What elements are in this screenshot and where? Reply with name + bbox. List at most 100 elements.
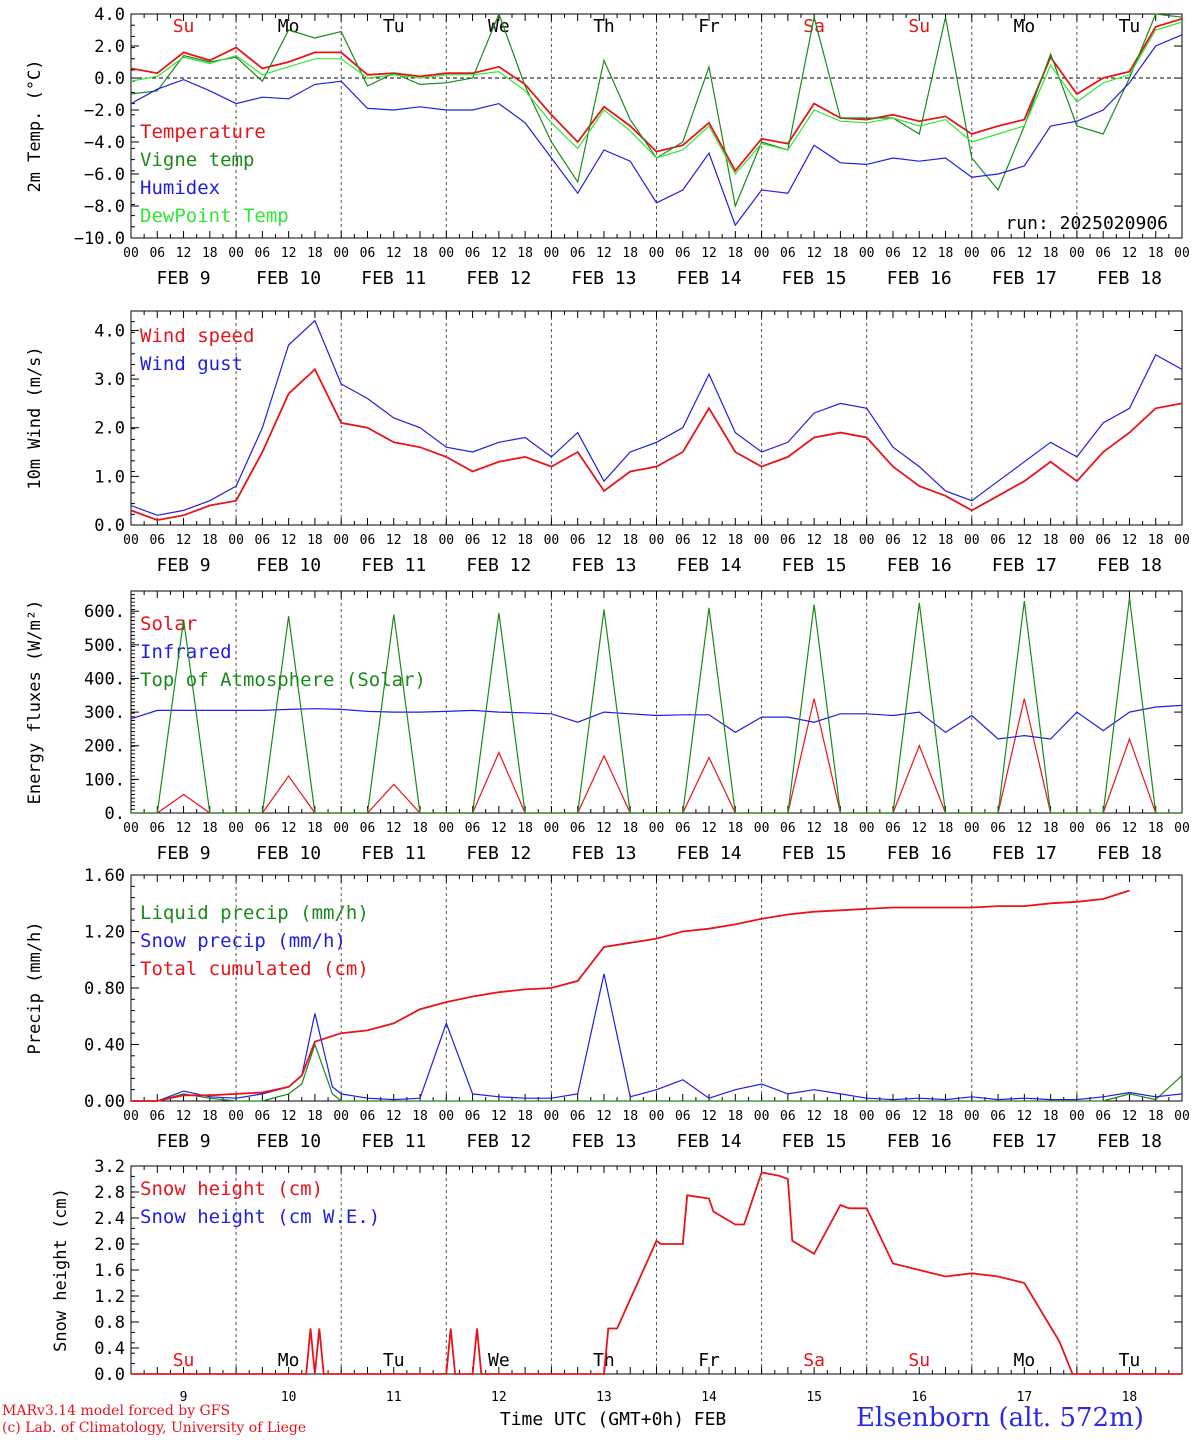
y-tick-label: −4.0 <box>84 133 125 153</box>
legend-entry: Top of Atmosphere (Solar) <box>140 669 426 691</box>
x-hour-label: 18 <box>938 246 954 261</box>
x-hour-label: 18 <box>412 821 428 836</box>
x-hour-label: 00 <box>333 821 349 836</box>
x-date-label: FEB 15 <box>782 843 847 864</box>
x-date-label: FEB 12 <box>466 268 531 289</box>
x-hour-label: 06 <box>885 246 901 261</box>
legend-entry: Snow precip (mm/h) <box>140 930 346 952</box>
x-hour-label: 06 <box>255 821 271 836</box>
series-line-liquid-precip-mm-h- <box>131 1042 1183 1102</box>
x-hour-label: 00 <box>1174 821 1190 836</box>
day-of-week-label: Mo <box>1014 16 1036 37</box>
x-hour-label: 12 <box>1017 1109 1033 1124</box>
x-hour-label: 06 <box>255 1109 271 1124</box>
legend-entry: Solar <box>140 613 197 635</box>
x-hour-label: 18 <box>517 533 533 548</box>
x-hour-label: 00 <box>964 533 980 548</box>
legend-entry: Humidex <box>140 177 220 199</box>
x-hour-label: 18 <box>1043 1109 1059 1124</box>
x-day-number: 12 <box>491 1390 507 1405</box>
series-line-infrared <box>130 704 1183 740</box>
series-line-humidex <box>130 34 1183 227</box>
y-tick-label: 2.0 <box>94 37 125 57</box>
x-hour-label: 06 <box>465 246 481 261</box>
day-of-week-label: Mo <box>278 16 300 37</box>
x-hour-label: 18 <box>1043 246 1059 261</box>
x-hour-label: 12 <box>491 246 507 261</box>
model-line: MARv3.14 model forced by GFS <box>2 1403 231 1419</box>
series-line-top-of-atmosphere-solar- <box>131 597 1182 814</box>
x-date-label: FEB 18 <box>1097 1131 1162 1152</box>
x-hour-label: 06 <box>149 1109 165 1124</box>
x-hour-label: 00 <box>333 246 349 261</box>
day-of-week-label: Su <box>173 16 195 37</box>
x-hour-label: 00 <box>228 821 244 836</box>
x-date-label: FEB 10 <box>256 268 321 289</box>
x-day-number: 10 <box>281 1390 297 1405</box>
y-tick-label: 1.6 <box>94 1261 125 1281</box>
x-hour-label: 18 <box>1043 821 1059 836</box>
x-date-label: FEB 16 <box>887 268 952 289</box>
x-day-number: 18 <box>1122 1390 1138 1405</box>
day-of-week-label: Fr <box>698 1350 720 1371</box>
y-tick-label: 4.0 <box>94 321 125 341</box>
x-hour-label: 00 <box>859 821 875 836</box>
x-day-number: 15 <box>806 1390 822 1405</box>
x-hour-label: 06 <box>675 246 691 261</box>
x-hour-label: 18 <box>833 533 849 548</box>
x-day-number: 14 <box>701 1390 717 1405</box>
x-hour-label: 12 <box>386 533 402 548</box>
x-hour-label: 00 <box>859 533 875 548</box>
x-hour-label: 18 <box>938 1109 954 1124</box>
x-hour-label: 12 <box>281 821 297 836</box>
x-hour-label: 18 <box>833 246 849 261</box>
x-date-label: FEB 13 <box>571 555 636 576</box>
x-hour-label: 06 <box>675 1109 691 1124</box>
x-hour-label: 00 <box>123 246 139 261</box>
y-tick-label: −6.0 <box>84 165 125 185</box>
y-tick-label: 2.8 <box>94 1183 125 1203</box>
y-tick-label: 2.4 <box>94 1209 125 1229</box>
y-tick-label: 1.0 <box>94 467 125 487</box>
y-tick-label: 0.0 <box>94 1365 125 1385</box>
x-hour-label: 06 <box>1095 1109 1111 1124</box>
x-hour-label: 12 <box>806 821 822 836</box>
x-hour-label: 06 <box>149 821 165 836</box>
x-day-number: 9 <box>180 1390 188 1405</box>
x-date-label: FEB 13 <box>571 1131 636 1152</box>
x-date-label: FEB 13 <box>571 843 636 864</box>
x-hour-label: 12 <box>1122 246 1138 261</box>
x-hour-label: 12 <box>806 1109 822 1124</box>
legend-entry: Vigne temp <box>140 149 254 171</box>
x-hour-label: 00 <box>754 533 770 548</box>
x-hour-label: 18 <box>727 246 743 261</box>
x-hour-label: 18 <box>307 246 323 261</box>
x-date-label: FEB 10 <box>256 1131 321 1152</box>
x-hour-label: 06 <box>360 533 376 548</box>
x-hour-label: 06 <box>360 821 376 836</box>
x-hour-label: 00 <box>544 1109 560 1124</box>
x-date-label: FEB 17 <box>992 268 1057 289</box>
x-hour-label: 00 <box>438 1109 454 1124</box>
y-tick-label: 3.2 <box>94 1157 125 1177</box>
x-date-label: FEB 11 <box>361 1131 426 1152</box>
y-tick-label: 0.4 <box>94 1339 125 1359</box>
x-hour-label: 00 <box>649 533 665 548</box>
series-line-dewpoint-temp <box>130 21 1183 176</box>
x-month-label: FEB <box>694 1409 727 1430</box>
x-hour-label: 18 <box>1148 821 1164 836</box>
day-of-week-label: Tu <box>1119 1350 1141 1371</box>
day-of-week-label: Tu <box>1119 16 1141 37</box>
x-hour-label: 00 <box>1069 246 1085 261</box>
x-hour-label: 12 <box>281 1109 297 1124</box>
y-tick-label: 300. <box>84 703 125 723</box>
series-line-temperature <box>130 17 1183 173</box>
x-day-number: 17 <box>1017 1390 1033 1405</box>
x-date-label: FEB 15 <box>782 268 847 289</box>
x-hour-label: 18 <box>202 246 218 261</box>
x-hour-label: 06 <box>570 533 586 548</box>
x-hour-label: 12 <box>701 246 717 261</box>
day-of-week-label: Sa <box>803 16 825 37</box>
x-hour-label: 00 <box>123 821 139 836</box>
legend-entry: Infrared <box>140 641 232 663</box>
